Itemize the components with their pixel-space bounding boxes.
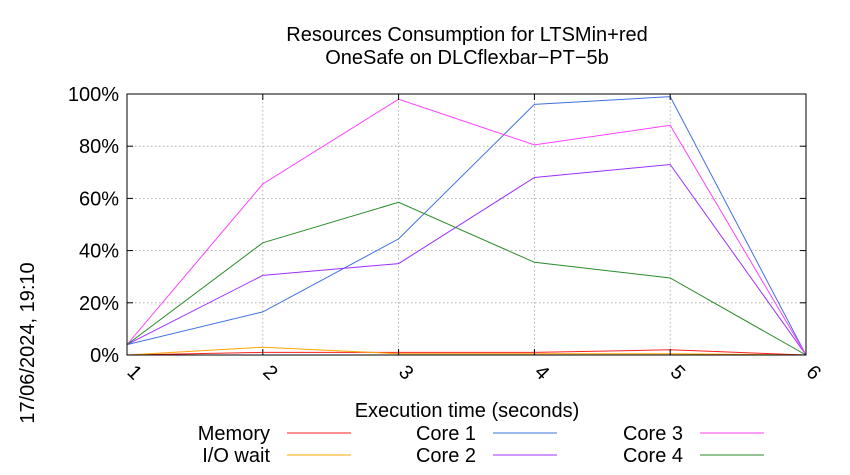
series-lines — [126, 96, 807, 356]
x-tick-label: 5 — [666, 361, 689, 384]
x-tick-label: 4 — [530, 361, 553, 384]
plot-frame — [126, 93, 807, 356]
series-line-core-4 — [126, 201, 807, 356]
y-tick-label: 80% — [79, 136, 119, 158]
chart-title: Resources Consumption for LTSMin+red — [286, 24, 647, 46]
chart-subtitle: OneSafe on DLCflexbar−PT−5b — [325, 47, 609, 69]
legend-label-i-o-wait: I/O wait — [202, 445, 270, 467]
series-line-core-1 — [126, 96, 807, 356]
y-tick-label: 20% — [79, 293, 119, 315]
legend-label-core-2: Core 2 — [416, 445, 476, 467]
series-line-i-o-wait — [126, 346, 807, 356]
x-tick-label: 3 — [394, 361, 417, 384]
legend-label-memory: Memory — [198, 423, 270, 445]
x-tick-label: 6 — [802, 361, 825, 384]
legend-label-core-1: Core 1 — [416, 423, 476, 445]
x-tick-label: 2 — [258, 361, 281, 384]
y-tick-label: 60% — [79, 188, 119, 210]
series-line-core-2 — [126, 163, 807, 356]
timestamp-label: 17/06/2024, 19:10 — [17, 262, 39, 423]
y-tick-label: 0% — [90, 345, 119, 367]
y-tick-label: 40% — [79, 241, 119, 263]
series-line-core-3 — [126, 98, 807, 356]
x-axis-label: Execution time (seconds) — [355, 400, 580, 422]
legend-label-core-3: Core 3 — [623, 423, 683, 445]
y-tick-label: 100% — [68, 84, 119, 106]
axis-ticks: 0% 20% 40% 60% 80% 100% 1 2 3 4 5 6 — [68, 84, 825, 384]
legend-label-core-4: Core 4 — [623, 445, 683, 467]
x-tick-label: 1 — [123, 361, 146, 384]
series-line-memory — [126, 349, 807, 356]
